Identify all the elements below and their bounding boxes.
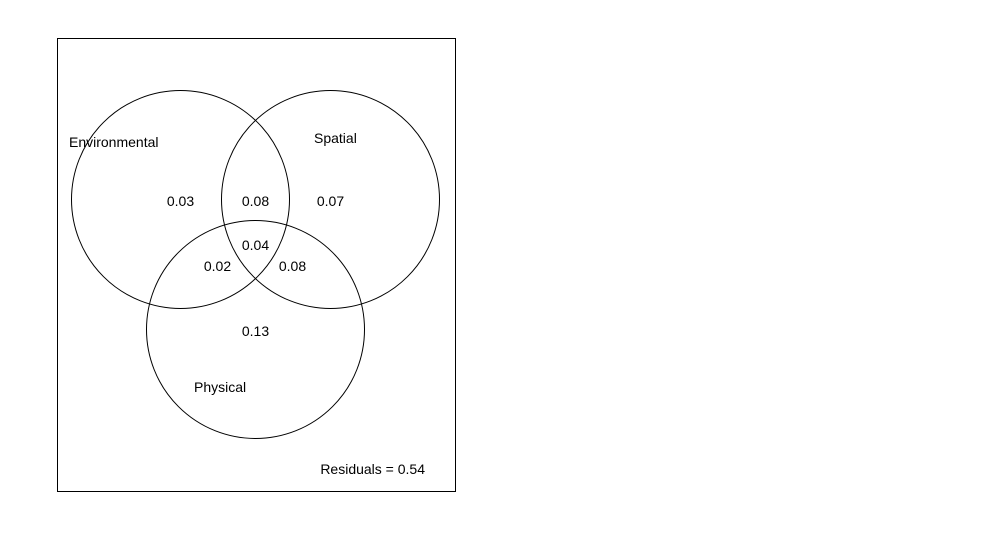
set-label-physical: Physical xyxy=(194,379,246,395)
region-environmental-only: 0.03 xyxy=(167,193,194,209)
circle-physical xyxy=(146,220,365,439)
region-all-three: 0.04 xyxy=(242,237,269,253)
circle-environmental xyxy=(71,90,290,309)
region-environmental-physical: 0.02 xyxy=(204,258,231,274)
set-label-spatial: Spatial xyxy=(314,130,357,146)
plot-frame xyxy=(57,38,456,492)
region-spatial-physical: 0.08 xyxy=(279,258,306,274)
set-label-environmental: Environmental xyxy=(69,134,159,150)
residuals-label: Residuals = 0.54 xyxy=(320,461,425,477)
region-physical-only: 0.13 xyxy=(242,323,269,339)
region-spatial-only: 0.07 xyxy=(317,193,344,209)
circle-spatial xyxy=(221,90,440,309)
region-environmental-spatial: 0.08 xyxy=(242,193,269,209)
